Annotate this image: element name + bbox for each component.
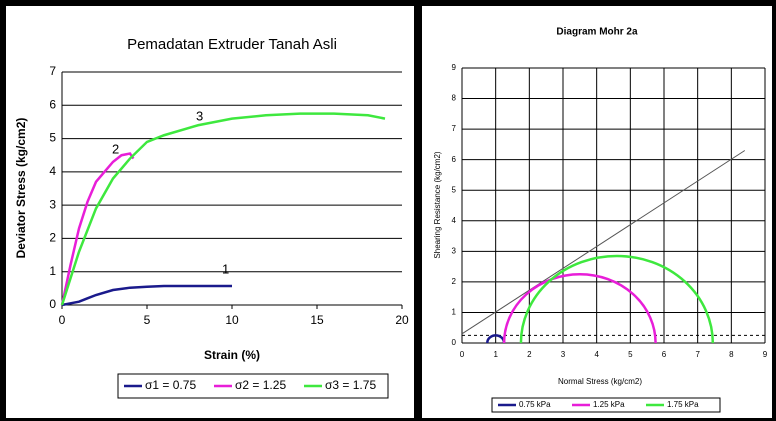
y-tick-label: 1	[49, 264, 56, 278]
annotation: 1	[222, 261, 229, 276]
x-tick-label: 15	[310, 313, 324, 327]
x-tick-label: 7	[695, 350, 700, 359]
legend-label: σ1 = 0.75	[145, 378, 196, 392]
x-tick-label: 8	[729, 350, 734, 359]
y-tick-label: 5	[452, 185, 457, 194]
x-tick-label: 0	[59, 313, 66, 327]
x-tick-label: 1	[493, 350, 498, 359]
legend-label: 1.75 kPa	[667, 400, 699, 409]
y-tick-label: 7	[49, 64, 56, 78]
y-tick-label: 5	[49, 131, 56, 145]
annotation: 3	[196, 108, 203, 123]
y-tick-label: 7	[452, 124, 457, 133]
x-tick-label: 4	[594, 350, 599, 359]
x-tick-label: 5	[628, 350, 633, 359]
legend-label: σ3 = 1.75	[325, 378, 376, 392]
y-tick-label: 0	[49, 297, 56, 311]
x-tick-label: 5	[144, 313, 151, 327]
chart-title: Pemadatan Extruder Tanah Asli	[127, 36, 337, 53]
y-tick-label: 8	[452, 94, 457, 103]
x-tick-label: 0	[460, 350, 465, 359]
y-tick-label: 4	[49, 164, 56, 178]
y-tick-label: 6	[452, 155, 457, 164]
chart-title: Diagram Mohr 2a	[556, 27, 638, 38]
y-tick-label: 4	[452, 216, 457, 225]
screenshot: Pemadatan Extruder Tanah Asli Diagram Mo…	[0, 0, 776, 421]
x-axis-label: Normal Stress (kg/cm2)	[558, 377, 642, 386]
x-axis-label: Strain (%)	[204, 348, 260, 362]
x-tick-label: 2	[527, 350, 532, 359]
y-tick-label: 2	[452, 277, 457, 286]
y-tick-label: 3	[452, 246, 457, 255]
annotation: 2	[112, 141, 119, 156]
x-tick-label: 9	[763, 350, 768, 359]
x-tick-label: 6	[662, 350, 667, 359]
legend-label: 0.75 kPa	[519, 400, 551, 409]
y-tick-label: 2	[49, 231, 56, 245]
y-tick-label: 9	[452, 63, 457, 72]
x-tick-label: 20	[395, 313, 409, 327]
legend-label: σ2 = 1.25	[235, 378, 286, 392]
y-axis-label: Deviator Stress (kg/cm2)	[14, 118, 28, 259]
y-tick-label: 1	[452, 308, 457, 317]
x-tick-label: 10	[225, 313, 239, 327]
y-tick-label: 3	[49, 197, 56, 211]
y-axis-label: Shearing Resistance (kg/cm2)	[433, 151, 442, 258]
x-tick-label: 3	[561, 350, 566, 359]
y-tick-label: 6	[49, 97, 56, 111]
y-tick-label: 0	[452, 338, 457, 347]
legend-label: 1.25 kPa	[593, 400, 625, 409]
